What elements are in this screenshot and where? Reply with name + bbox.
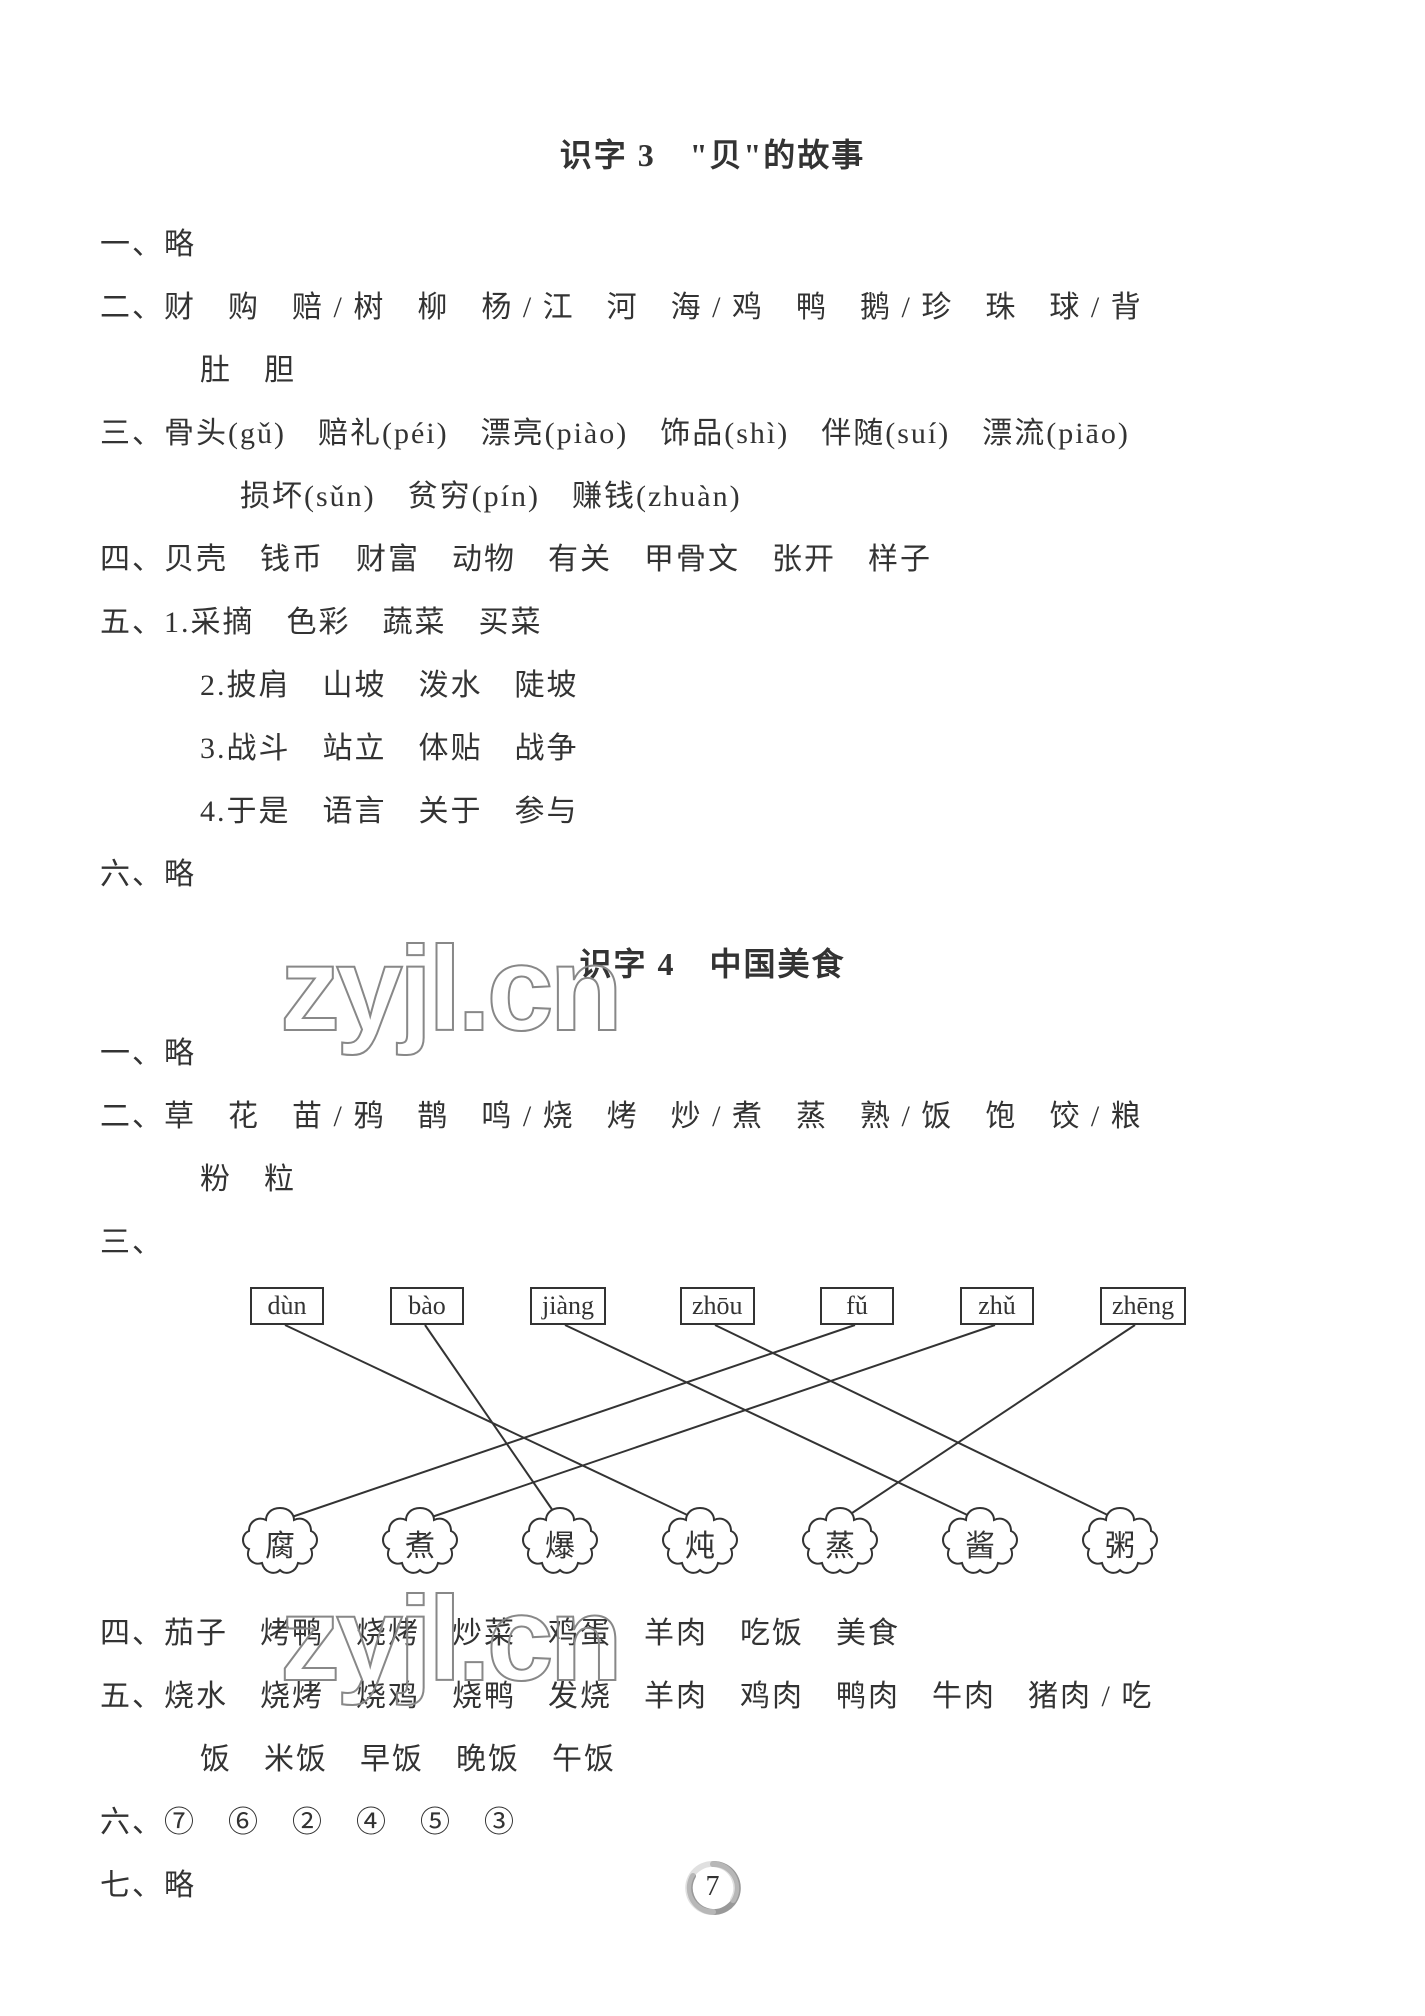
s1-five-4: 4.于是 语言 关于 参与 — [100, 783, 1325, 840]
page-number: 7 — [0, 1858, 1425, 1926]
char-flower: 粥 — [1088, 1511, 1152, 1575]
char-text: 酱 — [965, 1521, 995, 1565]
s2-six: 六、⑦ ⑥ ② ④ ⑤ ③ — [100, 1794, 1325, 1851]
s2-three-label: 三、 — [100, 1214, 1325, 1271]
pinyin-box: zhēng — [1100, 1287, 1186, 1325]
s1-five-3: 3.战斗 站立 体贴 战争 — [100, 720, 1325, 777]
s1-three-a: 三、骨头(gǔ) 赔礼(péi) 漂亮(piào) 饰品(shì) 伴随(suí… — [100, 405, 1325, 462]
char-flower: 炖 — [668, 1511, 732, 1575]
char-text: 蒸 — [825, 1521, 855, 1565]
char-flower: 酱 — [948, 1511, 1012, 1575]
page-number-text: 7 — [706, 1871, 720, 1903]
pinyin-box: fǔ — [820, 1287, 894, 1325]
s2-five-b: 饭 米饭 早饭 晚饭 午饭 — [100, 1731, 1325, 1788]
s1-five-2: 2.披肩 山坡 泼水 陡坡 — [100, 657, 1325, 714]
s1-two-b: 肚 胆 — [100, 342, 1325, 399]
page-content: 识字 3 "贝"的故事 一、略 二、财 购 赔 / 树 柳 杨 / 江 河 海 … — [0, 0, 1425, 1914]
char-text: 粥 — [1105, 1521, 1135, 1565]
matching-diagram: dùn bào jiàng zhōu fǔ zhǔ zhēng 腐 煮 爆 炖 蒸 酱 粥 — [100, 1275, 1325, 1595]
s1-three-b: 损坏(sǔn) 贫穷(pín) 赚钱(zhuàn) — [100, 468, 1325, 525]
section1-title: 识字 3 "贝"的故事 — [100, 130, 1325, 176]
pinyin-box: bào — [390, 1287, 464, 1325]
pinyin-box: jiàng — [530, 1287, 606, 1325]
pinyin-box: dùn — [250, 1287, 324, 1325]
s2-one: 一、略 — [100, 1025, 1325, 1082]
section2-title: 识字 4 中国美食 — [100, 939, 1325, 985]
s2-two-a: 二、草 花 苗 / 鸦 鹊 鸣 / 烧 烤 炒 / 煮 蒸 熟 / 饭 饱 饺 … — [100, 1088, 1325, 1145]
s1-two-a: 二、财 购 赔 / 树 柳 杨 / 江 河 海 / 鸡 鸭 鹅 / 珍 珠 球 … — [100, 279, 1325, 336]
s1-four: 四、贝壳 钱币 财富 动物 有关 甲骨文 张开 样子 — [100, 531, 1325, 588]
char-flower: 爆 — [528, 1511, 592, 1575]
char-flower: 蒸 — [808, 1511, 872, 1575]
s1-five-1: 五、1.采摘 色彩 蔬菜 买菜 — [100, 594, 1325, 651]
s2-five-a: 五、烧水 烧烤 烧鸡 烧鸭 发烧 羊肉 鸡肉 鸭肉 牛肉 猪肉 / 吃 — [100, 1668, 1325, 1725]
char-text: 腐 — [265, 1521, 295, 1565]
char-flower: 腐 — [248, 1511, 312, 1575]
page-ring-icon: 7 — [683, 1858, 743, 1918]
s2-four: 四、茄子 烤鸭 烧烤 炒菜 鸡蛋 羊肉 吃饭 美食 — [100, 1605, 1325, 1662]
char-text: 爆 — [545, 1521, 575, 1565]
pinyin-box: zhōu — [680, 1287, 755, 1325]
s1-one: 一、略 — [100, 216, 1325, 273]
char-text: 炖 — [685, 1521, 715, 1565]
char-text: 煮 — [405, 1521, 435, 1565]
pinyin-box: zhǔ — [960, 1287, 1034, 1325]
s1-six: 六、略 — [100, 846, 1325, 903]
s2-two-b: 粉 粒 — [100, 1151, 1325, 1208]
char-flower: 煮 — [388, 1511, 452, 1575]
